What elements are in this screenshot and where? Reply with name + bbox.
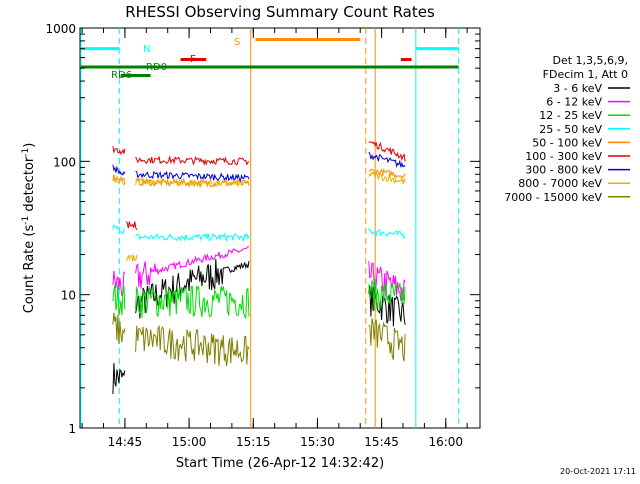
series-line-3: [368, 227, 406, 240]
series-line-8: [112, 312, 126, 344]
legend-label: 3 - 6 keV: [553, 82, 602, 95]
y-tick-label: 100: [53, 155, 76, 169]
series-line-1: [135, 246, 250, 289]
series-line-6: [368, 151, 406, 168]
y-axis-label: Count Rate (s-1 detector-1): [21, 143, 37, 314]
series-line-6: [112, 164, 126, 176]
vertical-markers: [80, 28, 460, 428]
x-tick-label: 15:15: [236, 435, 271, 449]
series-line-8: [368, 318, 406, 362]
legend-label: 6 - 12 keV: [546, 96, 602, 109]
legend-label: 25 - 50 keV: [539, 123, 602, 136]
burst-line: [125, 254, 138, 262]
series-line-2: [112, 284, 126, 316]
series-line-2: [135, 284, 250, 319]
y-axis-label-mid: detector: [22, 156, 37, 216]
x-tick-label: 16:00: [428, 435, 463, 449]
y-tick-label: 1: [68, 422, 76, 436]
chart-title: RHESSI Observing Summary Count Rates: [125, 3, 435, 21]
y-tick-label: 10: [61, 289, 76, 303]
y-axis-label-main: Count Rate (s: [22, 225, 37, 314]
x-axis-label: Start Time (26-Apr-12 14:32:42): [176, 456, 384, 471]
flag-label-n: N: [143, 44, 150, 55]
series-line-8: [135, 325, 250, 367]
series-line-7: [135, 176, 250, 189]
series-group: [112, 141, 406, 395]
legend-header-2: FDecim 1, Att 0: [543, 68, 628, 81]
series-line-5: [135, 155, 250, 166]
y-axis-label-sup2: -1: [21, 148, 31, 157]
x-tick-label: 15:30: [300, 435, 335, 449]
flag-bars: [80, 37, 459, 78]
legend: Det 1,3,5,6,9, FDecim 1, Att 0 3 - 6 keV…: [504, 54, 630, 204]
legend-label: 100 - 300 keV: [525, 150, 602, 163]
series-line-0: [135, 258, 250, 319]
legend-header-1: Det 1,3,5,6,9,: [552, 54, 628, 67]
flag-label-s: S: [234, 37, 240, 48]
flag-label-f: F: [190, 54, 196, 65]
legend-label: 300 - 800 keV: [525, 164, 602, 177]
legend-label: 7000 - 15000 keV: [504, 191, 602, 204]
x-tick-label: 15:45: [364, 435, 399, 449]
x-tick-label: 15:00: [172, 435, 207, 449]
timestamp: 20-Oct-2021 17:11: [560, 467, 636, 476]
legend-label: 800 - 7000 keV: [518, 177, 602, 190]
series-line-5: [368, 141, 406, 162]
legend-label: 50 - 100 keV: [532, 136, 602, 149]
y-axis-ticks: 1 10 100 1000: [45, 22, 480, 436]
legend-label: 12 - 25 keV: [539, 109, 602, 122]
burst-line: [125, 221, 138, 231]
x-tick-label: 14:45: [108, 435, 143, 449]
series-line-3: [135, 232, 250, 243]
series-line-6: [135, 170, 250, 183]
series-line-3: [112, 224, 126, 236]
series-line-5: [112, 146, 126, 155]
series-line-0: [112, 363, 126, 395]
y-axis-label-end: ): [22, 143, 37, 148]
x-axis-ticks: 14:45 15:00 15:15 15:30 15:45 16:00: [81, 28, 468, 449]
series-line-7: [112, 177, 126, 186]
plot-frame: [79, 27, 481, 429]
y-tick-label: 1000: [45, 22, 76, 36]
flag-label-rd6: RD6: [111, 70, 132, 81]
flag-label-rd0: RD0: [146, 62, 167, 73]
y-axis-label-sup1: -1: [21, 216, 31, 225]
series-line-2: [368, 278, 406, 312]
series-line-7: [368, 171, 406, 184]
